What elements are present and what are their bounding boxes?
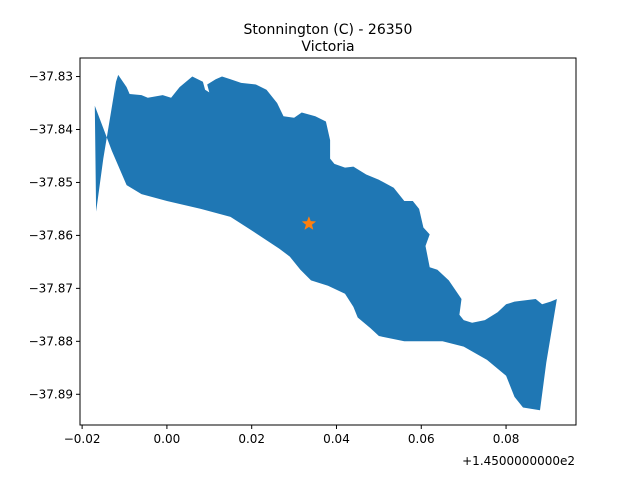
y-tick-label: −37.85	[29, 175, 73, 189]
map-title: Stonnington (C) - 26350	[244, 22, 413, 38]
map-subtitle: Victoria	[301, 39, 354, 55]
y-tick-label: −37.86	[29, 228, 73, 242]
x-tick-label: 0.06	[408, 432, 435, 446]
x-offset-label: +1.4500000000e2	[462, 454, 575, 468]
y-tick-label: −37.88	[29, 334, 73, 348]
y-tick-label: −37.83	[29, 70, 73, 84]
x-tick-label: 0.04	[323, 432, 350, 446]
plot-area: −0.02 0.00 0.02 0.04 0.06 0.08 −37.83 −37.84 −37…	[29, 57, 577, 446]
x-tick-label: 0.08	[493, 432, 520, 446]
centroid-star-marker	[301, 216, 317, 230]
axes-frame	[79, 57, 577, 426]
y-tick-label: −37.89	[29, 387, 73, 401]
x-tick-label: −0.02	[64, 432, 101, 446]
x-tick-label: 0.00	[154, 432, 181, 446]
y-tick-label: −37.87	[29, 281, 73, 295]
y-tick-label: −37.84	[29, 122, 73, 136]
figure-title: Stonnington (C) - 26350 Victoria	[244, 22, 413, 55]
region-polygon	[94, 74, 557, 411]
x-tick-label: 0.02	[238, 432, 265, 446]
